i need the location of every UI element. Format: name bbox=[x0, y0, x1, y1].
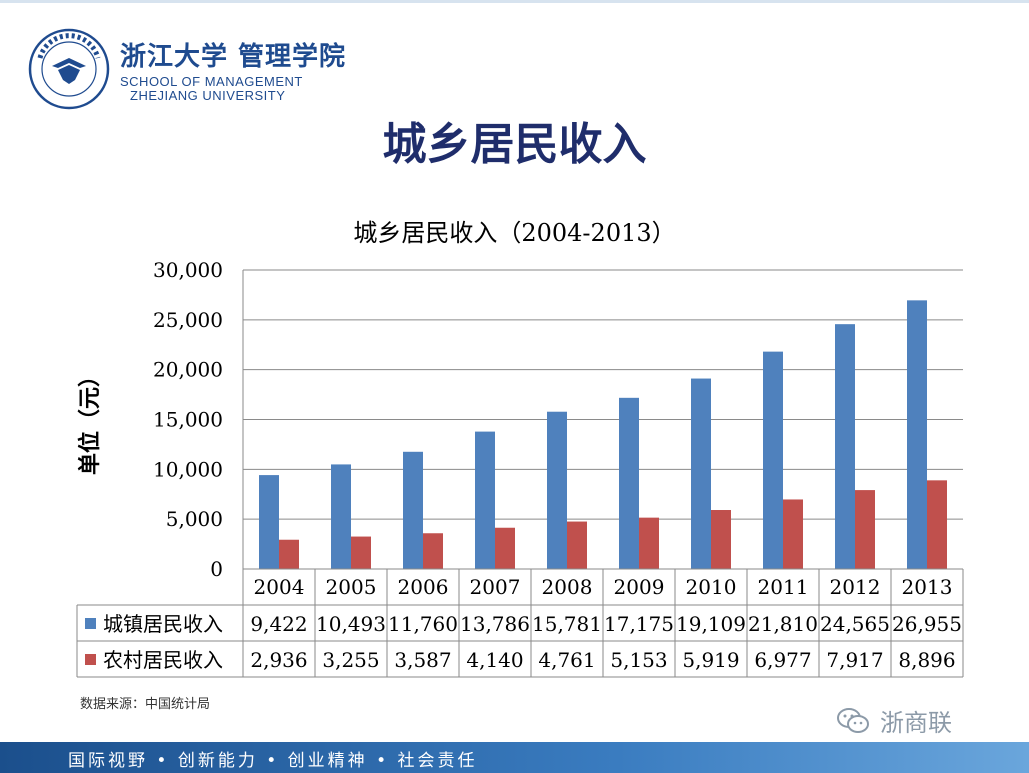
bar-urban bbox=[259, 475, 279, 569]
bar-urban bbox=[763, 351, 783, 569]
data-label: 24,565 bbox=[820, 612, 890, 636]
x-tick-label: 2010 bbox=[686, 575, 737, 599]
bar-rural bbox=[927, 480, 947, 569]
y-tick-label: 0 bbox=[210, 557, 223, 581]
x-tick-label: 2004 bbox=[254, 575, 305, 599]
x-tick-label: 2006 bbox=[398, 575, 449, 599]
footer-slogan: 国际视野 • 创新能力 • 创业精神 • 社会责任 bbox=[68, 751, 478, 771]
x-tick-label: 2005 bbox=[326, 575, 377, 599]
data-label: 19,109 bbox=[676, 612, 746, 636]
data-label: 2,936 bbox=[250, 648, 307, 672]
x-tick-label: 2011 bbox=[758, 575, 809, 599]
y-tick-label: 10,000 bbox=[153, 457, 223, 481]
header-line bbox=[0, 0, 1029, 3]
bar-rural bbox=[495, 527, 515, 569]
data-label: 11,760 bbox=[388, 612, 458, 636]
bar-urban bbox=[619, 397, 639, 569]
bar-rural bbox=[423, 533, 443, 569]
data-label: 4,140 bbox=[466, 648, 523, 672]
data-label: 15,781 bbox=[532, 612, 602, 636]
x-tick-label: 2009 bbox=[614, 575, 665, 599]
bar-urban bbox=[835, 324, 855, 569]
bar-rural bbox=[279, 539, 299, 569]
data-label: 7,917 bbox=[826, 648, 883, 672]
bar-rural bbox=[351, 536, 371, 569]
data-label: 26,955 bbox=[892, 612, 962, 636]
y-tick-label: 30,000 bbox=[153, 258, 223, 282]
x-tick-label: 2012 bbox=[830, 575, 881, 599]
bar-urban bbox=[691, 378, 711, 569]
x-tick-label: 2008 bbox=[542, 575, 593, 599]
legend-swatch-rural bbox=[85, 654, 96, 665]
legend-label: 农村居民收入 bbox=[103, 648, 223, 672]
bar-urban bbox=[907, 300, 927, 569]
data-label: 3,255 bbox=[322, 648, 379, 672]
bar-urban bbox=[331, 464, 351, 569]
bar-rural bbox=[567, 521, 587, 569]
wechat-icon bbox=[837, 707, 869, 733]
data-label: 17,175 bbox=[604, 612, 674, 636]
x-tick-label: 2013 bbox=[902, 575, 953, 599]
bar-rural bbox=[783, 499, 803, 569]
watermark: 浙商联 bbox=[836, 703, 952, 738]
data-label: 13,786 bbox=[460, 612, 530, 636]
y-tick-label: 20,000 bbox=[153, 358, 223, 382]
footer-bar: 国际视野 • 创新能力 • 创业精神 • 社会责任 bbox=[0, 742, 1029, 773]
bar-urban bbox=[547, 411, 567, 569]
bar-rural bbox=[711, 510, 731, 569]
legend-label: 城镇居民收入 bbox=[103, 612, 223, 636]
watermark-text: 浙商联 bbox=[880, 709, 952, 737]
legend-swatch-urban bbox=[85, 618, 96, 629]
data-label: 9,422 bbox=[250, 612, 307, 636]
y-tick-label: 5,000 bbox=[166, 507, 223, 531]
data-label: 4,761 bbox=[538, 648, 595, 672]
x-tick-label: 2007 bbox=[470, 575, 521, 599]
data-label: 6,977 bbox=[754, 648, 811, 672]
data-label: 3,587 bbox=[394, 648, 451, 672]
university-seal-logo bbox=[28, 28, 110, 110]
source-note: 数据来源：中国统计局 bbox=[80, 697, 211, 712]
data-label: 10,493 bbox=[316, 612, 386, 636]
bar-urban bbox=[403, 451, 423, 569]
bar-rural bbox=[855, 490, 875, 569]
data-label: 5,153 bbox=[610, 648, 667, 672]
chart-title: 城乡居民收入（2004-2013） bbox=[353, 219, 676, 247]
bar-rural bbox=[639, 517, 659, 569]
school-name-cn: 浙江大学 管理学院 bbox=[120, 42, 347, 72]
bar-urban bbox=[475, 431, 495, 569]
school-name-en-line2: ZHEJIANG UNIVERSITY bbox=[130, 88, 286, 103]
y-axis-title: 单位（元） bbox=[77, 365, 103, 475]
slide-title: 城乡居民收入 bbox=[382, 119, 647, 170]
y-tick-label: 25,000 bbox=[153, 308, 223, 332]
y-tick-label: 15,000 bbox=[153, 408, 223, 432]
data-label: 5,919 bbox=[682, 648, 739, 672]
school-name-en-line1: SCHOOL OF MANAGEMENT bbox=[120, 74, 303, 89]
data-label: 8,896 bbox=[898, 648, 955, 672]
data-label: 21,810 bbox=[748, 612, 818, 636]
